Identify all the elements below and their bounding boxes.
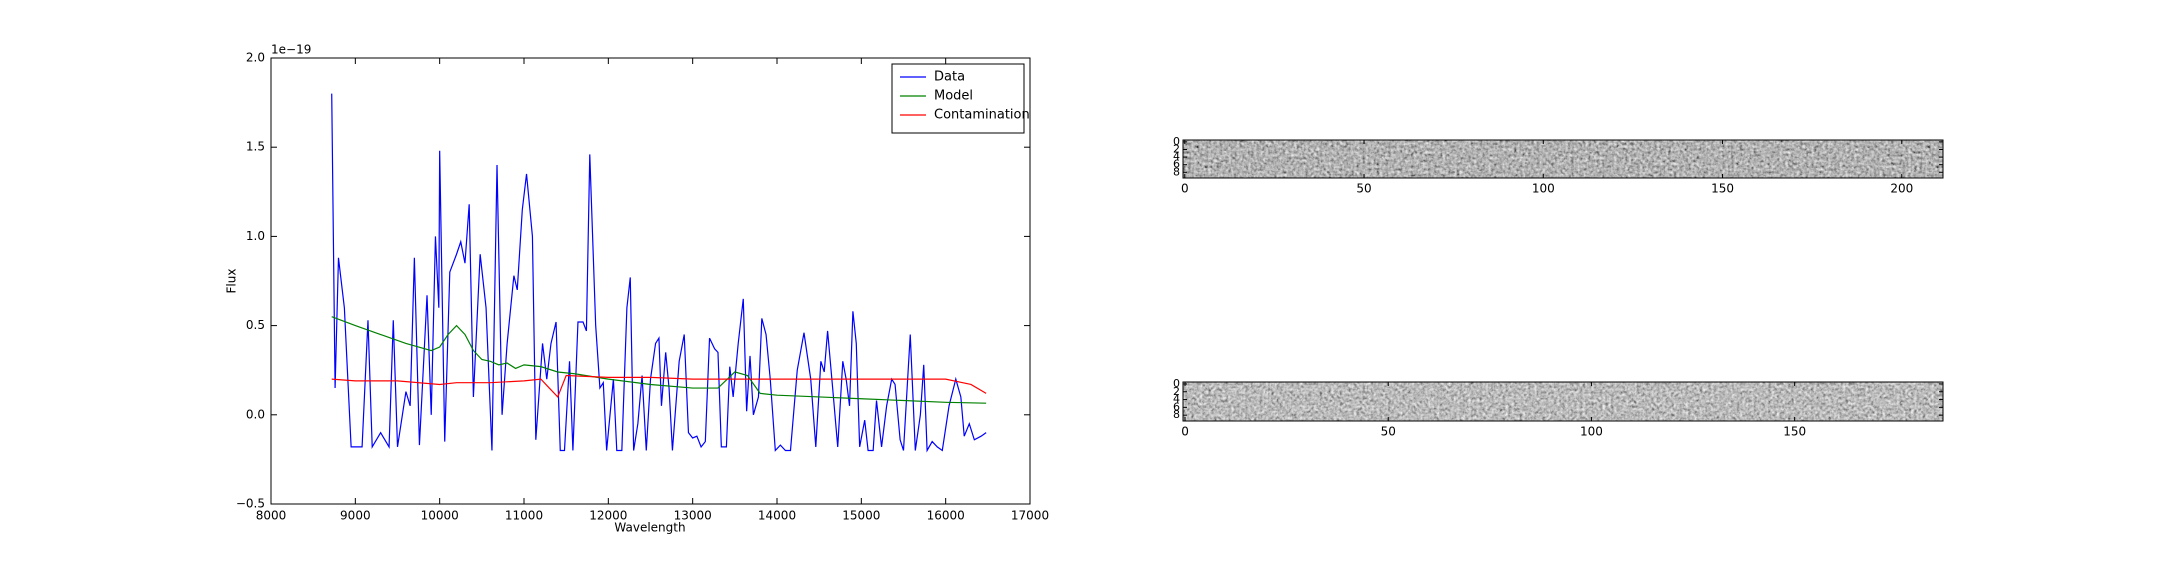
x-tick-label: 12000 [589,509,627,523]
image-frame [1182,381,1944,422]
x-tick-label: 14000 [758,509,796,523]
y-tick-label: 0.5 [246,318,265,332]
y-tick-label: 0 [1173,377,1180,390]
y-tick-label: 8 [1173,408,1180,421]
x-tick-label: 150 [1711,182,1734,196]
offset-text: 1e−19 [271,43,311,57]
series-line [331,316,987,404]
x-tick-label: 100 [1532,182,1555,196]
legend-label: Contamination [934,108,1030,123]
y-tick-label: 1.0 [246,229,265,243]
y-tick-label: 2 [1173,143,1180,156]
x-tick-label: 16000 [927,509,965,523]
legend-box [891,63,1025,134]
legend-label: Data [934,70,965,85]
x-tick-label: 13000 [674,509,712,523]
x-tick-label: 100 [1580,425,1603,439]
y-tick-label: 4 [1173,393,1180,406]
y-tick-label: 0 [1173,135,1180,148]
x-tick-label: 10000 [421,509,459,523]
y-tick-label: 2 [1173,385,1180,398]
series-line [331,93,987,453]
y-tick-label: −0.5 [236,497,265,511]
image-frame [1182,139,1944,179]
x-tick-label: 15000 [842,509,880,523]
x-tick-label: 11000 [505,509,543,523]
x-tick-label: 0 [1181,425,1189,439]
x-tick-label: 9000 [340,509,371,523]
x-axis-label: Wavelength [614,521,685,535]
x-tick-label: 50 [1381,425,1396,439]
y-tick-label: 2.0 [246,51,265,65]
y-tick-label: 8 [1173,165,1180,178]
x-tick-label: 17000 [1011,509,1049,523]
y-tick-label: 4 [1173,150,1180,163]
x-tick-label: 50 [1356,182,1371,196]
image-panel [1183,382,1943,421]
y-axis-label: Flux [225,269,239,294]
y-tick-label: 0.0 [246,407,265,421]
series-line [331,374,987,399]
x-tick-label: 8000 [256,509,287,523]
x-tick-label: 150 [1783,425,1806,439]
legend-label: Model [934,89,973,104]
y-tick-label: 6 [1173,158,1180,171]
y-tick-label: 6 [1173,400,1180,413]
y-tick-label: 1.5 [246,140,265,154]
image-panel [1183,140,1943,178]
plot-frame [270,57,1031,505]
x-tick-label: 200 [1890,182,1913,196]
x-tick-label: 0 [1181,182,1189,196]
